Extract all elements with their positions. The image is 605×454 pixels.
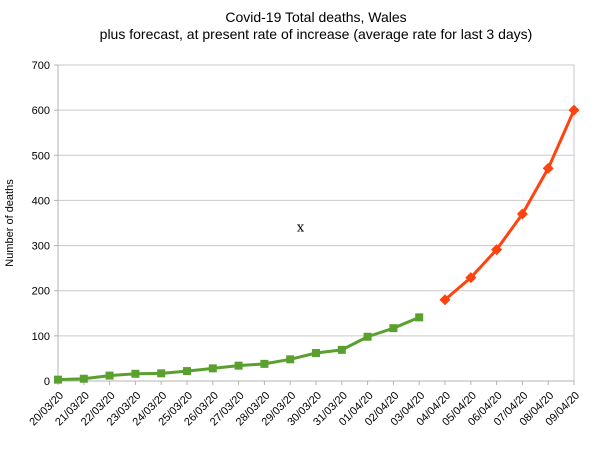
actual-line (57, 315, 420, 382)
y-tick-label: 600 (32, 105, 50, 117)
chart-subtitle: plus forecast, at present rate of increa… (99, 26, 533, 42)
y-tick-label: 700 (32, 60, 50, 72)
actual-data-point (54, 375, 62, 384)
actual-data-point (415, 313, 424, 322)
actual-data-point (183, 367, 191, 376)
chart-title-block: Covid-19 Total deaths, Wales plus foreca… (58, 9, 574, 43)
actual-data-point (363, 332, 372, 341)
actual-data-point (131, 369, 140, 378)
forecast-data-point (516, 208, 528, 220)
plot-layer: 010020030040050060070020/03/2021/03/2022… (27, 60, 582, 428)
y-tick-label: 400 (32, 195, 50, 207)
actual-data-point (389, 324, 398, 333)
actual-data-point (157, 369, 166, 378)
forecast-data-point (465, 272, 477, 284)
forecast-data-point (568, 104, 580, 116)
actual-data-point (208, 364, 217, 373)
actual-data-point (260, 359, 269, 368)
forecast-line (444, 109, 576, 301)
forecast-data-point (439, 294, 451, 306)
forecast-data-point (491, 244, 503, 256)
y-tick-label: 100 (32, 331, 50, 343)
actual-data-point (286, 355, 295, 364)
y-tick-label: 500 (32, 150, 50, 162)
chart-annotation: x (297, 221, 305, 236)
y-axis-title: Number of deaths (4, 179, 16, 267)
actual-data-point (105, 371, 114, 380)
chart-title: Covid-19 Total deaths, Wales (225, 9, 407, 25)
actual-data-point (312, 349, 320, 358)
forecast-data-point (542, 162, 554, 174)
actual-data-point (234, 361, 243, 370)
y-tick-label: 0 (44, 376, 50, 388)
actual-data-point (79, 374, 88, 383)
y-tick-label: 300 (32, 241, 50, 253)
actual-data-point (337, 345, 346, 354)
y-tick-label: 200 (32, 286, 50, 298)
